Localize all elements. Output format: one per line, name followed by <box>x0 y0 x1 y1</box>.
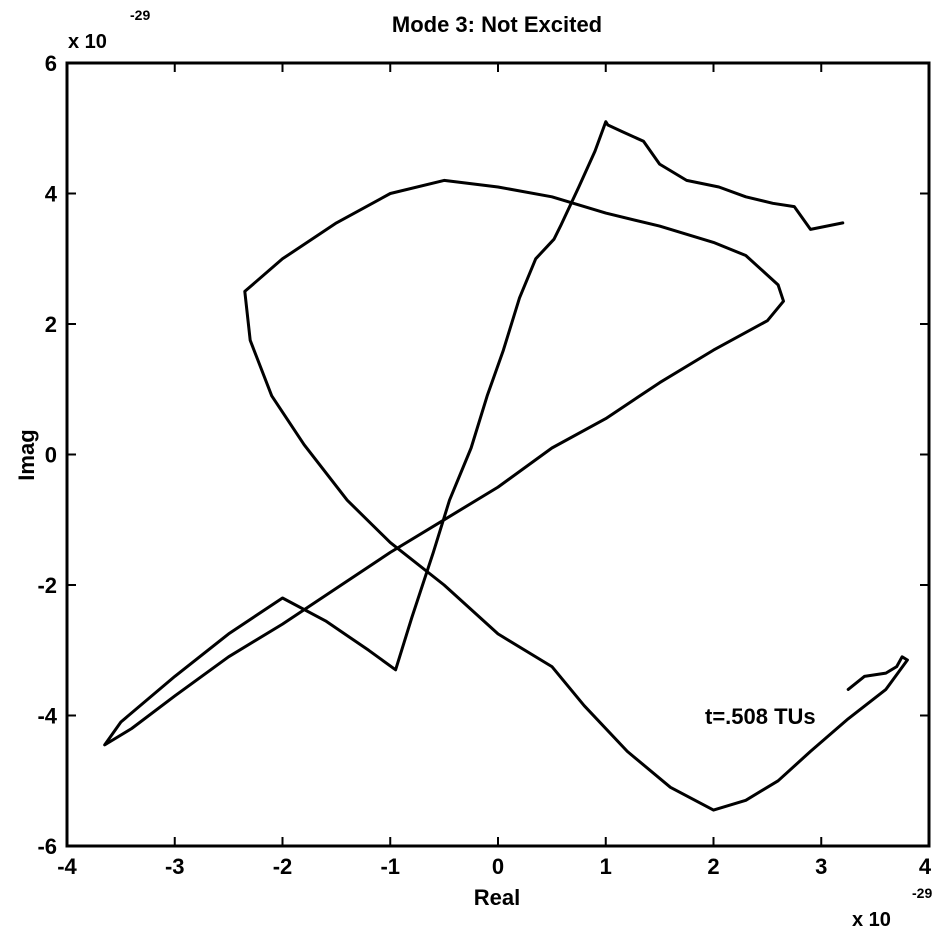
x-tick-label: -1 <box>380 854 400 879</box>
y-tick-label: -2 <box>37 573 57 598</box>
time-annotation: t=.508 TUs <box>705 704 816 729</box>
x-tick-label: 1 <box>600 854 612 879</box>
y-tick-label: -6 <box>37 834 57 859</box>
x-tick-label: 0 <box>492 854 504 879</box>
y-tick-label: 2 <box>45 312 57 337</box>
x-tick-label: 2 <box>707 854 719 879</box>
x-tick-label: 3 <box>815 854 827 879</box>
x-multiplier-base: x 10 <box>852 909 891 931</box>
x-axis-label: Real <box>474 885 520 910</box>
y-axis-ticks: -6 -4 -2 0 2 4 6 <box>37 51 929 859</box>
x-multiplier: x 10 -29 <box>852 885 932 931</box>
y-axis-label: Imag <box>14 429 39 480</box>
y-tick-label: 6 <box>45 51 57 76</box>
x-tick-label: -4 <box>57 854 77 879</box>
x-tick-label: -2 <box>273 854 293 879</box>
chart-title: Mode 3: Not Excited <box>392 12 602 37</box>
y-multiplier-exponent: -29 <box>130 7 150 23</box>
x-tick-label: 4 <box>919 854 932 879</box>
y-tick-label: 4 <box>45 182 58 207</box>
x-multiplier-exponent: -29 <box>912 885 932 901</box>
series-line <box>103 120 909 812</box>
x-tick-label: -3 <box>165 854 185 879</box>
x-axis-ticks: -4 -3 -2 -1 0 1 2 3 4 <box>57 63 932 879</box>
y-tick-label: 0 <box>45 443 57 468</box>
y-multiplier-base: x 10 <box>68 31 107 53</box>
y-tick-label: -4 <box>37 704 57 729</box>
y-multiplier: x 10 -29 <box>68 7 150 53</box>
